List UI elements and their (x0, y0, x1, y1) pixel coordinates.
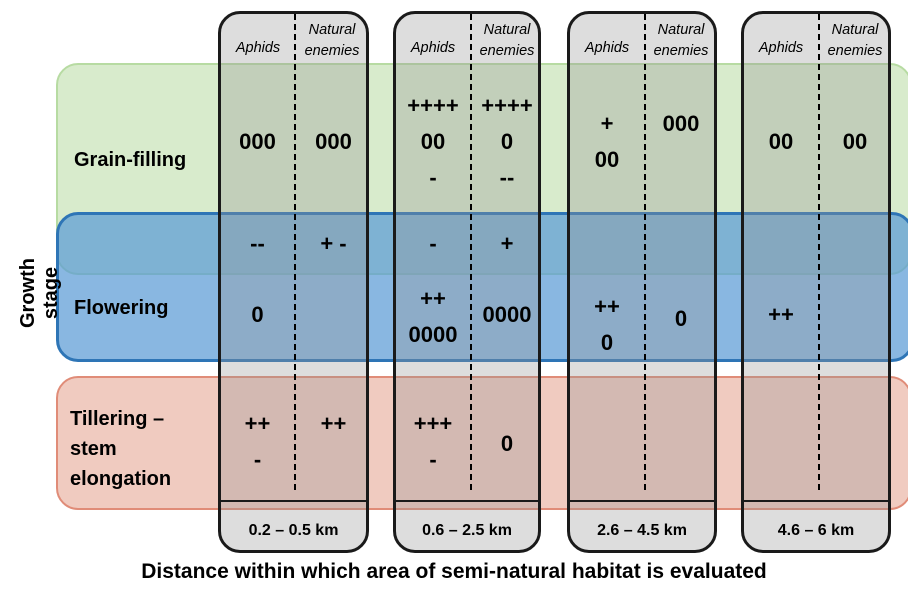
cell-overlap-natural-enemies: + - (320, 231, 347, 256)
stage-label-grain-filling: Grain-filling (74, 149, 187, 171)
x-axis-title: Distance within which area of semi-natur… (141, 560, 767, 583)
column-divider (818, 14, 820, 490)
column-divider (644, 14, 646, 490)
cell-overlap-aphids: -- (250, 231, 265, 256)
cell-flowering-natural-enemies: 0000 (482, 302, 532, 327)
distance-range-label: 4.6 – 6 km (777, 522, 855, 539)
cell-overlap-aphids: - (429, 231, 437, 256)
column-header-natural-enemies: Natural enemies (304, 22, 360, 59)
cell-flowering-aphids: ++ 0 (594, 294, 620, 355)
cell-flowering-aphids: ++ (768, 302, 794, 327)
cell-grain-filling-aphids: ++++ 00 - (407, 93, 459, 190)
range-separator (570, 500, 714, 502)
cell-tillering-natural-enemies: 0 (500, 431, 514, 456)
distance-range-label: 0.2 – 0.5 km (248, 522, 339, 539)
distance-panel: Aphids Natural enemies 000 000 -- + - 0 … (218, 11, 369, 553)
stage-label-flowering: Flowering (74, 297, 169, 319)
column-header-aphids: Aphids (584, 40, 630, 56)
column-header-aphids: Aphids (410, 40, 456, 56)
column-header-aphids: Aphids (758, 40, 804, 56)
cell-overlap-natural-enemies: + (500, 231, 514, 256)
tillering-band (56, 376, 908, 510)
cell-tillering-aphids: +++ - (413, 411, 453, 472)
cell-flowering-aphids: 0 (251, 302, 264, 327)
cell-grain-filling-aphids: 00 (768, 129, 794, 154)
column-header-aphids: Aphids (235, 40, 281, 56)
stage-label-tillering: Tillering – stem elongation (70, 408, 172, 490)
distance-panel: Aphids Natural enemies ++++ 00 - ++++ 0 … (393, 11, 541, 553)
cell-flowering-aphids: ++ 0000 (408, 286, 458, 347)
flowering-band (56, 212, 908, 362)
cell-grain-filling-natural-enemies: 000 (315, 129, 352, 154)
column-header-natural-enemies: Natural enemies (827, 22, 883, 59)
range-separator (396, 500, 538, 502)
range-separator (744, 500, 888, 502)
cell-grain-filling-natural-enemies: ++++ 0 -- (481, 93, 533, 190)
y-axis-title: Growth stage (17, 258, 62, 328)
range-separator (221, 500, 366, 502)
cell-grain-filling-natural-enemies: 000 (662, 111, 700, 136)
cell-grain-filling-natural-enemies: 00 (842, 129, 868, 154)
cell-tillering-natural-enemies: ++ (320, 411, 347, 436)
cell-tillering-aphids: ++ - (244, 411, 271, 472)
cell-grain-filling-aphids: 000 (239, 129, 276, 154)
column-divider (470, 14, 472, 490)
distance-panel: Aphids Natural enemies 00 00 ++ 4.6 – 6 … (741, 11, 891, 553)
cell-flowering-natural-enemies: 0 (674, 306, 688, 331)
column-header-natural-enemies: Natural enemies (653, 22, 709, 59)
distance-range-label: 2.6 – 4.5 km (597, 522, 687, 539)
distance-panel: Aphids Natural enemies + 00 000 ++ 0 0 2… (567, 11, 717, 553)
cell-grain-filling-aphids: + 00 (594, 111, 620, 172)
column-divider (294, 14, 296, 490)
column-header-natural-enemies: Natural enemies (479, 22, 535, 59)
distance-range-label: 0.6 – 2.5 km (422, 522, 512, 539)
